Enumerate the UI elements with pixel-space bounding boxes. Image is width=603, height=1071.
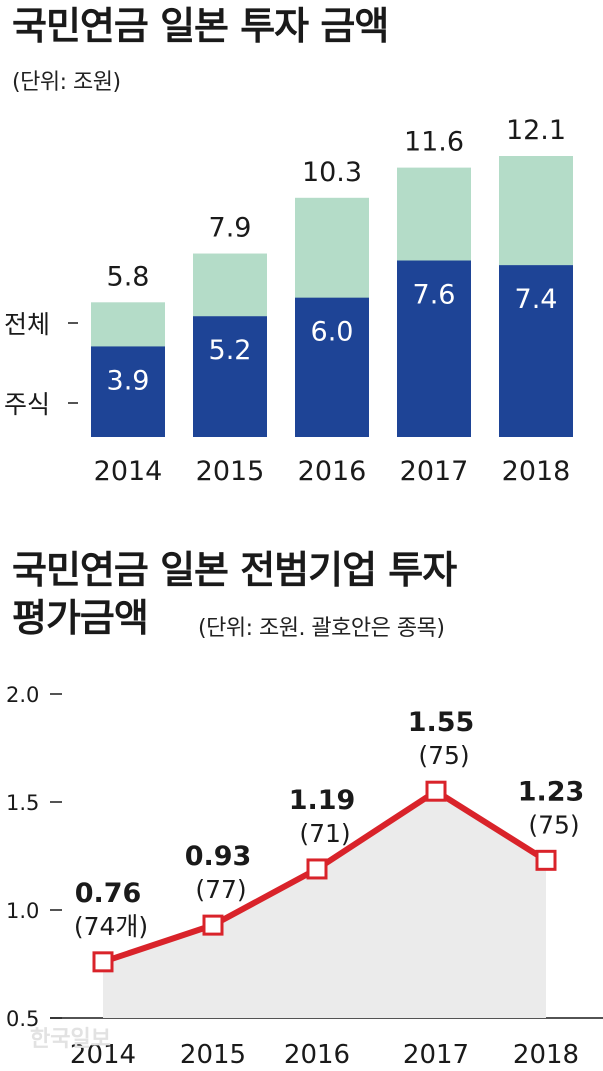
bar-chart: 5.8 3.9 2014 7.9 5.2 2015 10.3 6.0 2016 11.6 7.6 20…: [4, 115, 573, 487]
legend-stock-label: 주식: [4, 390, 50, 419]
bar-stock-value-label: 6.0: [311, 317, 354, 348]
line-y-tick-label: 0.5: [6, 1007, 39, 1031]
line-y-tick-label: 1.5: [6, 791, 39, 815]
line-x-tick-label: 2016: [284, 1040, 350, 1070]
line-chart-unit: (단위: 조원. 괄호안은 종목): [198, 616, 445, 641]
line-x-tick-label: 2014: [70, 1040, 136, 1070]
bar-stock-value-label: 5.2: [209, 335, 252, 366]
bar-stock: [193, 316, 267, 437]
bar-stock: [397, 260, 471, 437]
bar-x-tick-label: 2014: [94, 456, 163, 487]
line-value-label: 1.55: [408, 707, 475, 738]
bar-stock-value-label: 7.4: [515, 284, 558, 315]
line-count-label: (71): [299, 819, 350, 848]
line-chart-title-line1: 국민연금 일본 전범기업 투자: [12, 548, 457, 592]
bar-stock: [91, 346, 165, 437]
line-x-tick-label: 2015: [180, 1040, 246, 1070]
line-area-fill: [103, 791, 546, 1018]
line-value-label: 1.19: [289, 785, 356, 816]
bar-stock: [499, 265, 573, 437]
line-x-tick-label: 2018: [513, 1040, 579, 1070]
bar-chart-unit: (단위: 조원): [12, 70, 121, 95]
line-value-label: 0.93: [185, 841, 252, 872]
line-point-marker: [306, 858, 328, 880]
line-value-label: 1.23: [518, 776, 585, 807]
bar-total-value-label: 11.6: [404, 127, 464, 158]
line-point-marker: [92, 951, 114, 973]
line-y-tick-label: 1.0: [6, 899, 39, 923]
bar-x-tick-label: 2015: [196, 456, 265, 487]
line-point-marker: [202, 914, 224, 936]
legend-total-label: 전체: [4, 310, 50, 339]
bar-x-tick-label: 2017: [400, 456, 469, 487]
line-value-label: 0.76: [75, 878, 142, 909]
line-x-tick-label: 2017: [403, 1040, 469, 1070]
line-count-label: (75): [418, 741, 469, 770]
line-count-label: (74개): [74, 912, 148, 941]
line-count-label: (77): [195, 875, 246, 904]
line-y-tick-label: 2.0: [6, 683, 39, 707]
bar-stock-value-label: 3.9: [107, 365, 150, 396]
bar-x-tick-label: 2018: [502, 456, 571, 487]
line-chart-title-line2: 평가금액: [12, 596, 149, 640]
line-point-marker: [425, 780, 447, 802]
bar-total-value-label: 12.1: [506, 115, 566, 146]
bar-total-value-label: 10.3: [302, 157, 362, 188]
bar-stock-value-label: 7.6: [413, 280, 456, 311]
bar-total-value-label: 7.9: [209, 213, 252, 244]
bar-x-tick-label: 2016: [298, 456, 367, 487]
bar-total-value-label: 5.8: [107, 261, 150, 292]
line-point-marker: [535, 849, 557, 871]
bar-chart-title: 국민연금 일본 투자 금액: [12, 4, 389, 48]
bar-stock: [295, 297, 369, 437]
watermark: 한국일보: [30, 1027, 111, 1052]
line-count-label: (75): [528, 810, 579, 839]
